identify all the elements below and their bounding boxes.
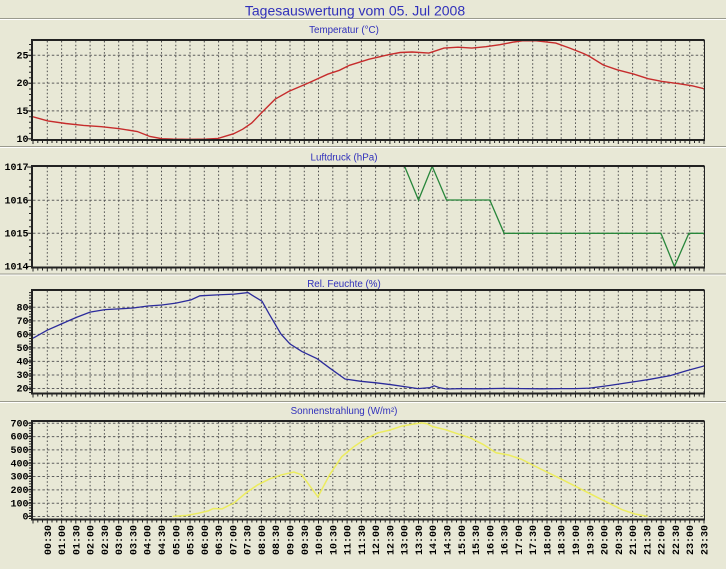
svg-text:01:00: 01:00 xyxy=(58,525,69,555)
svg-text:20: 20 xyxy=(16,385,28,396)
svg-text:03:00: 03:00 xyxy=(115,525,126,555)
svg-text:22:00: 22:00 xyxy=(658,525,669,555)
svg-text:17:00: 17:00 xyxy=(515,525,526,555)
svg-text:1016: 1016 xyxy=(4,196,28,207)
svg-text:05:30: 05:30 xyxy=(187,525,198,555)
svg-text:18:30: 18:30 xyxy=(558,525,569,555)
svg-text:19:00: 19:00 xyxy=(572,525,583,555)
svg-text:02:30: 02:30 xyxy=(101,525,112,555)
svg-text:10: 10 xyxy=(16,135,28,146)
svg-text:Rel. Feuchte (%): Rel. Feuchte (%) xyxy=(307,279,381,290)
svg-text:70: 70 xyxy=(16,317,28,328)
svg-text:11:00: 11:00 xyxy=(344,525,355,555)
svg-text:10:30: 10:30 xyxy=(329,525,340,555)
svg-text:30: 30 xyxy=(16,371,28,382)
svg-text:500: 500 xyxy=(10,446,28,457)
svg-text:13:00: 13:00 xyxy=(401,525,412,555)
svg-text:09:00: 09:00 xyxy=(287,525,298,555)
svg-text:21:30: 21:30 xyxy=(643,525,654,555)
svg-text:17:30: 17:30 xyxy=(529,525,540,555)
svg-text:200: 200 xyxy=(10,486,28,497)
svg-text:1014: 1014 xyxy=(4,263,28,274)
svg-text:400: 400 xyxy=(10,459,28,470)
svg-text:14:30: 14:30 xyxy=(444,525,455,555)
svg-text:15:00: 15:00 xyxy=(458,525,469,555)
svg-text:16:30: 16:30 xyxy=(501,525,512,555)
svg-text:14:00: 14:00 xyxy=(429,525,440,555)
svg-text:100: 100 xyxy=(10,499,28,510)
svg-text:04:30: 04:30 xyxy=(158,525,169,555)
svg-text:80: 80 xyxy=(16,303,28,314)
svg-text:Luftdruck (hPa): Luftdruck (hPa) xyxy=(311,153,378,164)
svg-text:00:30: 00:30 xyxy=(44,525,55,555)
svg-text:21:00: 21:00 xyxy=(629,525,640,555)
svg-text:09:30: 09:30 xyxy=(301,525,312,555)
svg-text:03:30: 03:30 xyxy=(129,525,140,555)
svg-text:600: 600 xyxy=(10,433,28,444)
svg-text:19:30: 19:30 xyxy=(586,525,597,555)
svg-text:20:30: 20:30 xyxy=(615,525,626,555)
svg-text:22:30: 22:30 xyxy=(672,525,683,555)
svg-text:40: 40 xyxy=(16,358,28,369)
svg-text:05:00: 05:00 xyxy=(172,525,183,555)
svg-text:12:00: 12:00 xyxy=(372,525,383,555)
svg-text:0: 0 xyxy=(22,513,28,524)
svg-text:07:00: 07:00 xyxy=(229,525,240,555)
svg-text:50: 50 xyxy=(16,344,28,355)
svg-text:25: 25 xyxy=(16,51,28,62)
svg-text:01:30: 01:30 xyxy=(72,525,83,555)
svg-text:02:00: 02:00 xyxy=(87,525,98,555)
svg-text:07:30: 07:30 xyxy=(244,525,255,555)
svg-text:12:30: 12:30 xyxy=(386,525,397,555)
svg-text:10:00: 10:00 xyxy=(315,525,326,555)
svg-text:Sonnenstrahlung (W/m²): Sonnenstrahlung (W/m²) xyxy=(291,406,398,417)
svg-text:20: 20 xyxy=(16,79,28,90)
svg-text:13:30: 13:30 xyxy=(415,525,426,555)
svg-text:23:00: 23:00 xyxy=(686,525,697,555)
svg-text:06:00: 06:00 xyxy=(201,525,212,555)
svg-text:11:30: 11:30 xyxy=(358,525,369,555)
svg-text:Temperatur (°C): Temperatur (°C) xyxy=(309,25,379,36)
svg-text:08:00: 08:00 xyxy=(258,525,269,555)
svg-text:15:30: 15:30 xyxy=(472,525,483,555)
svg-text:20:00: 20:00 xyxy=(601,525,612,555)
svg-text:1015: 1015 xyxy=(4,229,28,240)
svg-text:1017: 1017 xyxy=(4,163,28,174)
svg-text:04:00: 04:00 xyxy=(144,525,155,555)
svg-text:Tagesauswertung vom 05. Jul 20: Tagesauswertung vom 05. Jul 2008 xyxy=(245,3,465,19)
svg-text:16:00: 16:00 xyxy=(486,525,497,555)
svg-text:300: 300 xyxy=(10,473,28,484)
svg-text:18:00: 18:00 xyxy=(544,525,555,555)
svg-text:60: 60 xyxy=(16,331,28,342)
svg-text:700: 700 xyxy=(10,419,28,430)
svg-text:08:30: 08:30 xyxy=(272,525,283,555)
svg-text:06:30: 06:30 xyxy=(215,525,226,555)
svg-text:15: 15 xyxy=(16,107,28,118)
svg-text:23:30: 23:30 xyxy=(701,525,712,555)
